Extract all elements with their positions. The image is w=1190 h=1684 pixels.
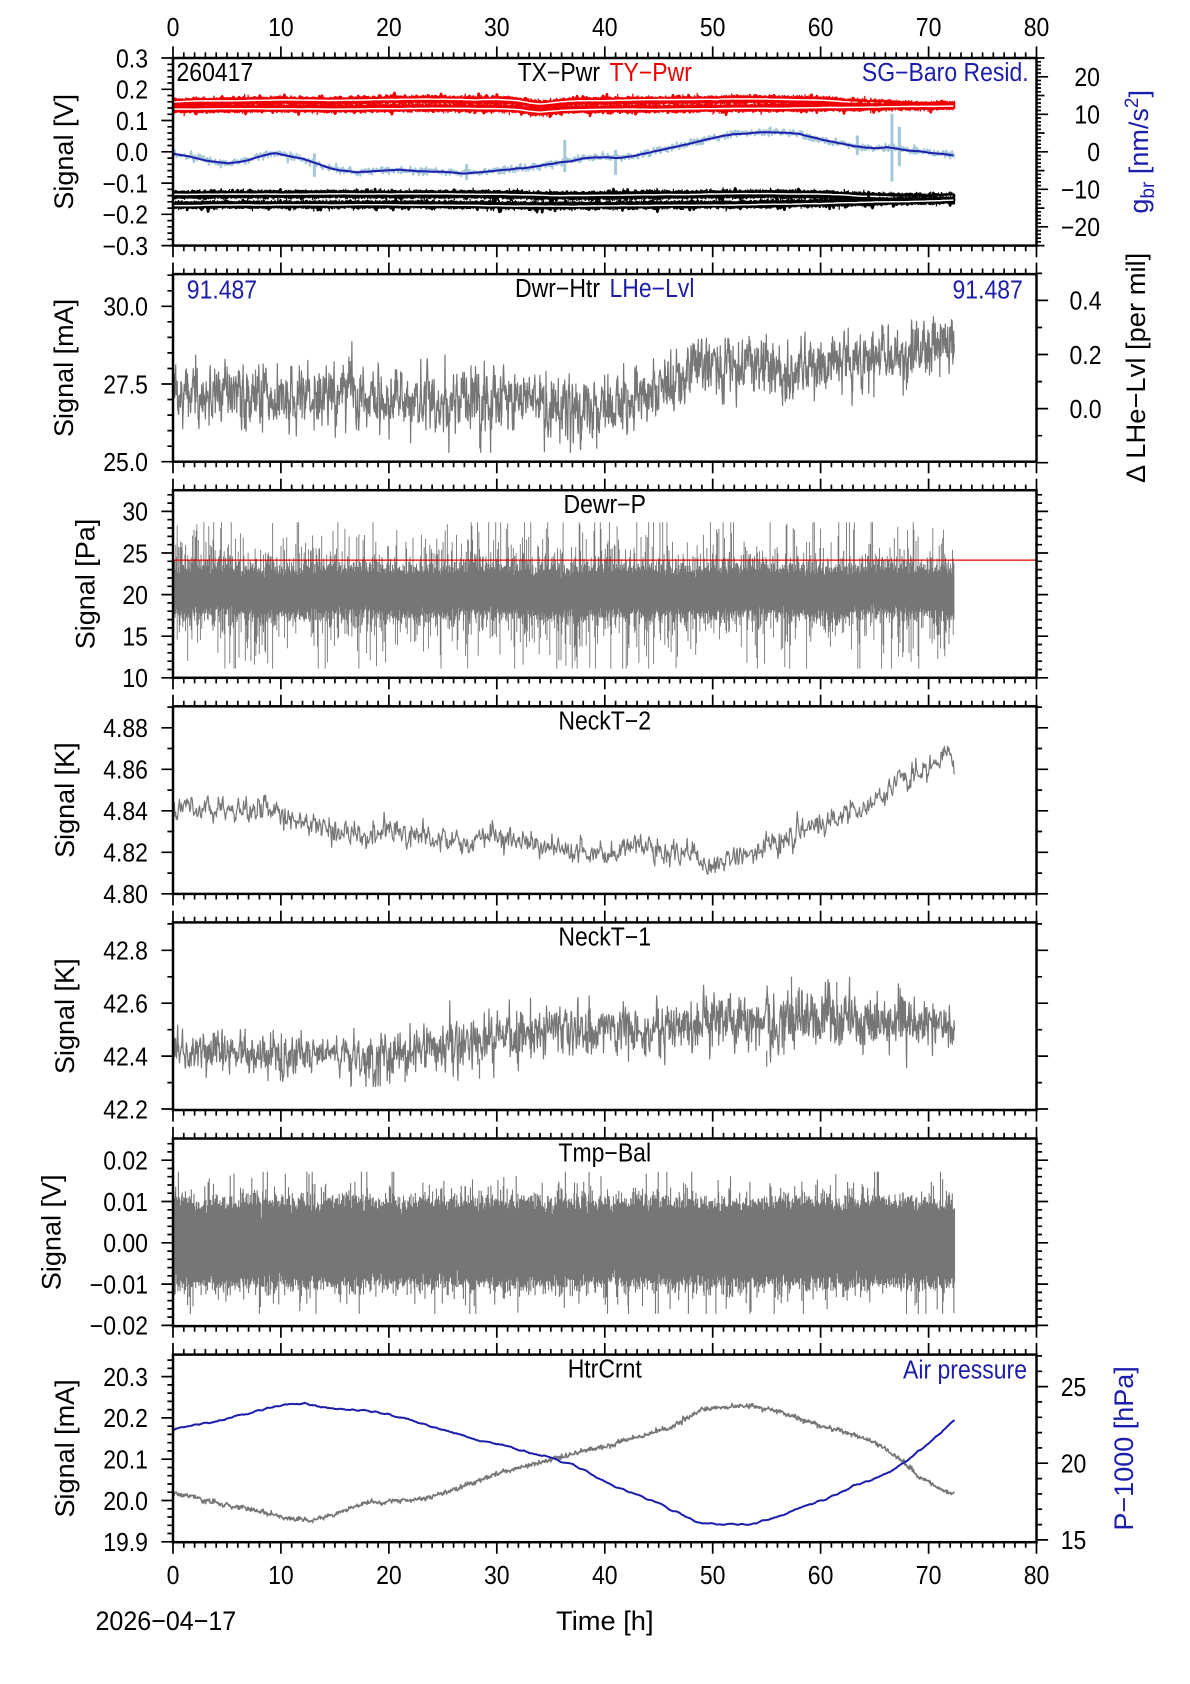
svg-text:2026−04−17: 2026−04−17	[96, 1606, 237, 1636]
svg-text:20: 20	[376, 1562, 402, 1590]
svg-text:P−1000 [hPa]: P−1000 [hPa]	[1109, 1366, 1139, 1530]
svg-text:30: 30	[484, 1562, 510, 1590]
svg-text:0.2: 0.2	[1070, 342, 1102, 370]
svg-text:42.8: 42.8	[103, 938, 148, 966]
svg-text:Time [h]: Time [h]	[556, 1606, 654, 1636]
svg-text:−0.2: −0.2	[103, 202, 148, 230]
svg-text:42.2: 42.2	[103, 1096, 148, 1124]
svg-text:Signal [K]: Signal [K]	[50, 958, 80, 1074]
svg-text:20: 20	[122, 582, 148, 610]
svg-text:−0.3: −0.3	[103, 233, 148, 261]
svg-text:80: 80	[1024, 14, 1050, 42]
svg-text:Signal [mA]: Signal [mA]	[49, 299, 79, 437]
svg-text:Dwr−Htr: Dwr−Htr	[515, 275, 600, 303]
svg-text:25: 25	[1061, 1374, 1087, 1402]
svg-text:4.84: 4.84	[103, 798, 148, 826]
svg-text:NeckT−1: NeckT−1	[558, 923, 651, 951]
svg-text:20.2: 20.2	[103, 1405, 148, 1433]
svg-text:10: 10	[122, 665, 148, 693]
svg-text:0: 0	[1087, 139, 1100, 167]
svg-text:15: 15	[1061, 1527, 1087, 1555]
svg-text:−0.1: −0.1	[103, 170, 148, 198]
svg-text:10: 10	[268, 1562, 294, 1590]
svg-text:−20: −20	[1061, 214, 1100, 242]
svg-text:40: 40	[592, 14, 618, 42]
svg-text:50: 50	[700, 14, 726, 42]
svg-text:70: 70	[916, 1562, 942, 1590]
svg-text:15: 15	[122, 624, 148, 652]
svg-text:0.01: 0.01	[103, 1189, 148, 1217]
svg-text:0.00: 0.00	[103, 1230, 148, 1258]
svg-text:0.02: 0.02	[103, 1148, 148, 1176]
svg-text:50: 50	[700, 1562, 726, 1590]
svg-text:20: 20	[376, 14, 402, 42]
svg-text:Signal [K]: Signal [K]	[50, 742, 80, 858]
svg-text:60: 60	[808, 1562, 834, 1590]
svg-text:10: 10	[268, 14, 294, 42]
svg-text:4.88: 4.88	[103, 715, 148, 743]
svg-text:Δ LHe−Lvl [per mil]: Δ LHe−Lvl [per mil]	[1121, 253, 1151, 483]
svg-text:Tmp−Bal: Tmp−Bal	[558, 1140, 651, 1168]
svg-text:27.5: 27.5	[103, 371, 148, 399]
svg-text:Signal [V]: Signal [V]	[49, 94, 79, 210]
svg-text:19.9: 19.9	[103, 1529, 148, 1557]
svg-text:0.3: 0.3	[116, 45, 148, 73]
svg-text:20.0: 20.0	[103, 1488, 148, 1516]
svg-text:91.487: 91.487	[953, 277, 1023, 305]
svg-text:25.0: 25.0	[103, 449, 148, 477]
svg-text:Signal [mA]: Signal [mA]	[50, 1379, 80, 1517]
svg-text:LHe−Lvl: LHe−Lvl	[610, 275, 695, 303]
svg-text:0.2: 0.2	[116, 77, 148, 105]
svg-text:HtrCrnt: HtrCrnt	[568, 1356, 642, 1384]
svg-text:4.82: 4.82	[103, 840, 148, 868]
svg-text:42.4: 42.4	[103, 1043, 148, 1071]
svg-text:0.1: 0.1	[116, 108, 148, 136]
svg-text:60: 60	[808, 14, 834, 42]
svg-text:42.6: 42.6	[103, 991, 148, 1019]
svg-text:10: 10	[1074, 102, 1100, 130]
svg-text:20: 20	[1074, 64, 1100, 92]
svg-text:70: 70	[916, 14, 942, 42]
svg-text:20.1: 20.1	[103, 1447, 148, 1475]
svg-text:TY−Pwr: TY−Pwr	[610, 59, 693, 87]
svg-text:40: 40	[592, 1562, 618, 1590]
svg-text:4.86: 4.86	[103, 757, 148, 785]
svg-text:4.80: 4.80	[103, 881, 148, 909]
svg-text:30.0: 30.0	[103, 294, 148, 322]
svg-text:SG−Baro Resid.: SG−Baro Resid.	[862, 59, 1029, 87]
svg-text:0.0: 0.0	[116, 139, 148, 167]
svg-text:−10: −10	[1061, 177, 1100, 205]
svg-text:30: 30	[484, 14, 510, 42]
svg-text:Air pressure: Air pressure	[903, 1357, 1027, 1385]
svg-text:Signal [V]: Signal [V]	[37, 1175, 67, 1291]
svg-text:30: 30	[122, 499, 148, 527]
svg-text:0: 0	[167, 1562, 180, 1590]
svg-text:20: 20	[1061, 1451, 1087, 1479]
svg-text:0: 0	[167, 14, 180, 42]
svg-text:Dewr−P: Dewr−P	[564, 491, 646, 519]
svg-text:0.0: 0.0	[1070, 396, 1102, 424]
svg-text:TX−Pwr: TX−Pwr	[518, 59, 601, 87]
svg-text:−0.02: −0.02	[90, 1313, 148, 1341]
svg-text:Signal [Pa]: Signal [Pa]	[70, 519, 100, 650]
svg-text:80: 80	[1024, 1562, 1050, 1590]
svg-text:91.487: 91.487	[187, 277, 257, 305]
svg-text:20.3: 20.3	[103, 1364, 148, 1392]
svg-text:0.4: 0.4	[1070, 288, 1102, 316]
svg-text:260417: 260417	[177, 59, 254, 87]
svg-text:NeckT−2: NeckT−2	[558, 707, 651, 735]
svg-text:−0.01: −0.01	[90, 1271, 148, 1299]
svg-text:25: 25	[122, 540, 148, 568]
